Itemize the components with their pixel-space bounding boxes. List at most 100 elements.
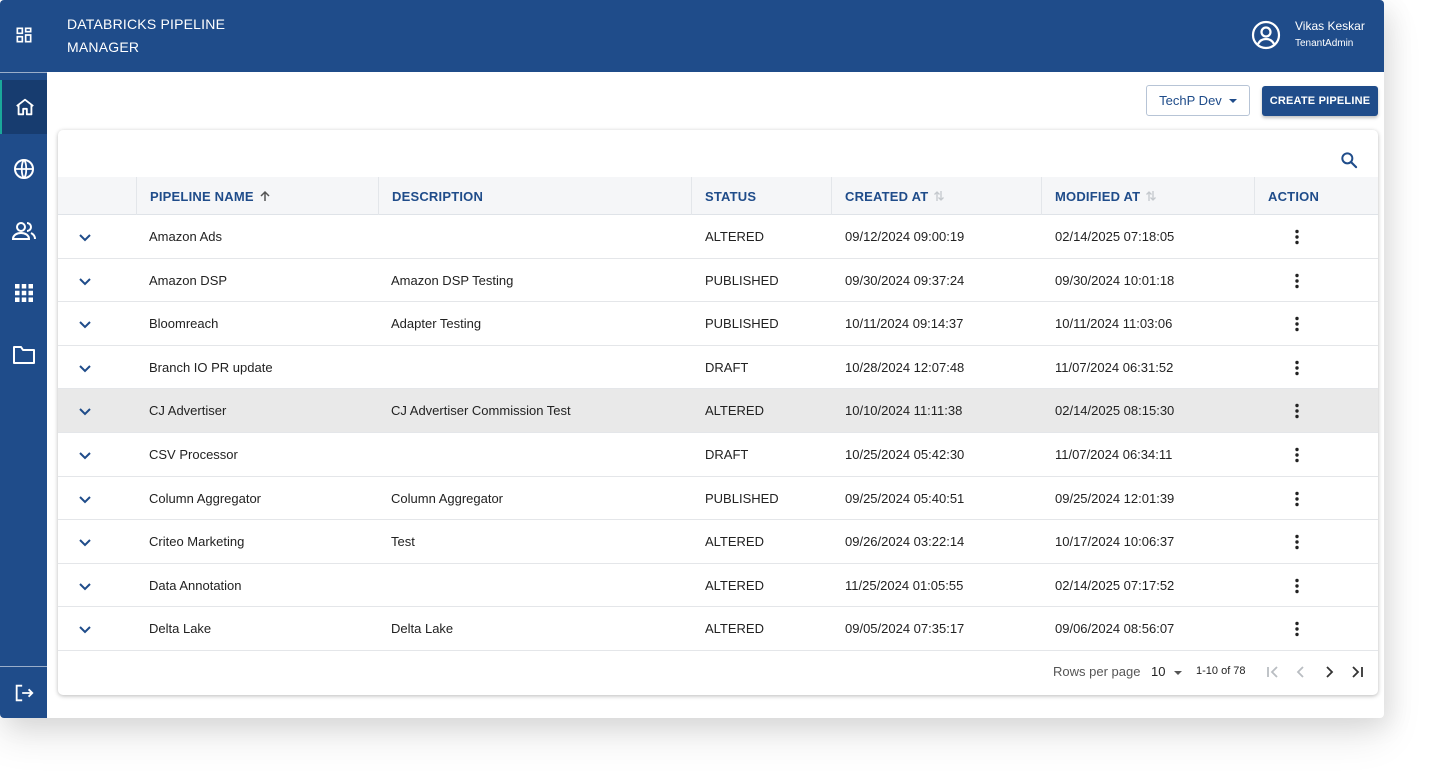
sort-unsorted-icon bbox=[934, 191, 945, 201]
apps-grid-icon bbox=[14, 284, 33, 302]
pipeline-description: Adapter Testing bbox=[391, 316, 482, 332]
account-circle-icon bbox=[1251, 20, 1281, 50]
sidebar bbox=[0, 0, 47, 718]
user-menu[interactable]: Vikas Keskar TenantAdmin bbox=[1251, 18, 1365, 52]
column-header-label: ACTION bbox=[1268, 188, 1320, 204]
expand-chevron-icon[interactable] bbox=[75, 619, 95, 639]
app-title-line1: DATABRICKS PIPELINE bbox=[67, 16, 226, 32]
sidebar-divider bbox=[0, 666, 47, 667]
pipeline-name: CJ Advertiser bbox=[149, 403, 227, 419]
pipeline-status: ALTERED bbox=[705, 229, 764, 244]
table-row[interactable]: CJ Advertiser CJ Advertiser Commission Te… bbox=[58, 389, 1378, 433]
search-button[interactable] bbox=[1339, 150, 1359, 170]
expand-chevron-icon[interactable] bbox=[75, 271, 95, 291]
more-vert-icon[interactable] bbox=[1287, 532, 1307, 552]
column-header-description[interactable]: DESCRIPTION bbox=[392, 177, 483, 215]
column-header-status[interactable]: STATUS bbox=[705, 177, 756, 215]
more-vert-icon[interactable] bbox=[1287, 445, 1307, 465]
created-at: 10/11/2024 09:14:37 bbox=[845, 316, 964, 332]
column-header-label: STATUS bbox=[705, 188, 757, 204]
home-icon bbox=[15, 98, 34, 116]
more-vert-icon[interactable] bbox=[1287, 489, 1307, 509]
pipeline-name: Branch IO PR update bbox=[149, 359, 273, 375]
pipeline-description: CJ Advertiser Commission Test bbox=[391, 403, 571, 419]
table-row[interactable]: Data Annotation ALTERED 11/25/2024 01:05:5… bbox=[58, 564, 1378, 608]
table-row[interactable]: Amazon Ads ALTERED 09/12/2024 09:00:19 02/1… bbox=[58, 215, 1378, 259]
app-title: DATABRICKS PIPELINE MANAGER bbox=[67, 13, 225, 59]
table-row[interactable]: Column Aggregator Column Aggregator PUBLIS… bbox=[58, 477, 1378, 521]
pipeline-status: PUBLISHED bbox=[705, 490, 779, 506]
next-page-icon[interactable] bbox=[1320, 663, 1338, 681]
pipeline-status: PUBLISHED bbox=[705, 316, 779, 332]
more-vert-icon[interactable] bbox=[1287, 358, 1307, 378]
expand-chevron-icon[interactable] bbox=[75, 358, 95, 378]
previous-page-icon[interactable] bbox=[1292, 663, 1310, 681]
more-vert-icon[interactable] bbox=[1287, 314, 1307, 334]
pagination: Rows per page 10 1-10 of 78 bbox=[58, 650, 1378, 695]
created-at: 10/28/2024 12:07:48 bbox=[845, 359, 965, 375]
expand-chevron-icon[interactable] bbox=[75, 227, 95, 247]
expand-chevron-icon[interactable] bbox=[75, 401, 95, 421]
modified-at: 09/06/2024 08:56:07 bbox=[1055, 621, 1175, 637]
pipeline-name: CSV Processor bbox=[149, 447, 238, 462]
table-row[interactable]: Criteo Marketing Test ALTERED 09/26/2024 03… bbox=[58, 520, 1378, 564]
pipeline-status: ALTERED bbox=[705, 403, 764, 419]
column-divider bbox=[691, 177, 692, 215]
modified-at: 02/14/2025 07:18:05 bbox=[1055, 229, 1175, 244]
table-row[interactable]: Branch IO PR update DRAFT 10/28/2024 12:07… bbox=[58, 346, 1378, 390]
modified-at: 09/30/2024 10:01:18 bbox=[1055, 272, 1175, 288]
create-pipeline-button[interactable]: CREATE PIPELINE bbox=[1262, 86, 1378, 116]
pipeline-status: ALTERED bbox=[705, 577, 764, 593]
sidebar-divider bbox=[0, 72, 47, 73]
app-window: DATABRICKS PIPELINE MANAGER Vikas Keskar… bbox=[0, 0, 1384, 718]
expand-chevron-icon[interactable] bbox=[75, 532, 95, 552]
table-row[interactable]: CSV Processor DRAFT 10/25/2024 05:42:30 11/… bbox=[58, 433, 1378, 477]
created-at: 09/05/2024 07:35:17 bbox=[845, 621, 965, 637]
more-vert-icon[interactable] bbox=[1287, 576, 1307, 596]
rows-per-page-select[interactable]: 10 bbox=[1151, 664, 1183, 679]
pipeline-status: ALTERED bbox=[705, 621, 764, 637]
table-row[interactable]: Delta Lake Delta Lake ALTERED 09/05/2024 07… bbox=[58, 607, 1378, 651]
column-header-label: MODIFIED AT bbox=[1055, 188, 1141, 204]
table-row[interactable]: Bloomreach Adapter Testing PUBLISHED 10/11/… bbox=[58, 302, 1378, 346]
environment-value: TechP Dev bbox=[1159, 93, 1222, 108]
app-title-line2: MANAGER bbox=[67, 39, 140, 55]
column-divider bbox=[378, 177, 379, 215]
sidebar-item-folder[interactable] bbox=[0, 328, 47, 382]
sidebar-item-dashboard[interactable] bbox=[0, 8, 47, 62]
pipeline-name: Bloomreach bbox=[149, 316, 219, 332]
expand-chevron-icon[interactable] bbox=[75, 314, 95, 334]
column-header-created-at[interactable]: CREATED AT bbox=[845, 177, 946, 215]
globe-icon bbox=[13, 159, 34, 179]
sidebar-item-users[interactable] bbox=[0, 204, 47, 258]
column-divider bbox=[1041, 177, 1042, 215]
created-at: 10/25/2024 05:42:30 bbox=[845, 447, 965, 462]
more-vert-icon[interactable] bbox=[1287, 401, 1307, 421]
sidebar-item-apps[interactable] bbox=[0, 266, 47, 320]
first-page-icon[interactable] bbox=[1264, 663, 1282, 681]
pipeline-status: DRAFT bbox=[705, 359, 749, 375]
more-vert-icon[interactable] bbox=[1287, 619, 1307, 639]
modified-at: 02/14/2025 07:17:52 bbox=[1055, 577, 1175, 593]
environment-select[interactable]: TechP Dev bbox=[1146, 85, 1250, 116]
expand-chevron-icon[interactable] bbox=[75, 445, 95, 465]
column-header-modified-at[interactable]: MODIFIED AT bbox=[1055, 177, 1158, 215]
table-row[interactable]: Amazon DSP Amazon DSP Testing PUBLISHED 09/… bbox=[58, 259, 1378, 303]
expand-chevron-icon[interactable] bbox=[75, 489, 95, 509]
column-divider bbox=[831, 177, 832, 215]
expand-chevron-icon[interactable] bbox=[75, 576, 95, 596]
sort-ascending-icon bbox=[260, 190, 270, 201]
created-at: 10/10/2024 11:11:38 bbox=[845, 403, 963, 419]
modified-at: 10/17/2024 10:06:37 bbox=[1055, 534, 1175, 550]
column-header-pipeline-name[interactable]: PIPELINE NAME bbox=[150, 177, 272, 215]
pipeline-description: Column Aggregator bbox=[391, 490, 504, 506]
pipeline-name: Delta Lake bbox=[149, 621, 212, 637]
sidebar-item-home[interactable] bbox=[0, 80, 47, 134]
sidebar-item-globe[interactable] bbox=[0, 142, 47, 196]
more-vert-icon[interactable] bbox=[1287, 271, 1307, 291]
more-vert-icon[interactable] bbox=[1287, 227, 1307, 247]
column-header-label: CREATED AT bbox=[845, 188, 929, 204]
logout-button[interactable] bbox=[0, 667, 47, 718]
rows-per-page-label: Rows per page bbox=[1053, 664, 1141, 679]
last-page-icon[interactable] bbox=[1348, 663, 1366, 681]
